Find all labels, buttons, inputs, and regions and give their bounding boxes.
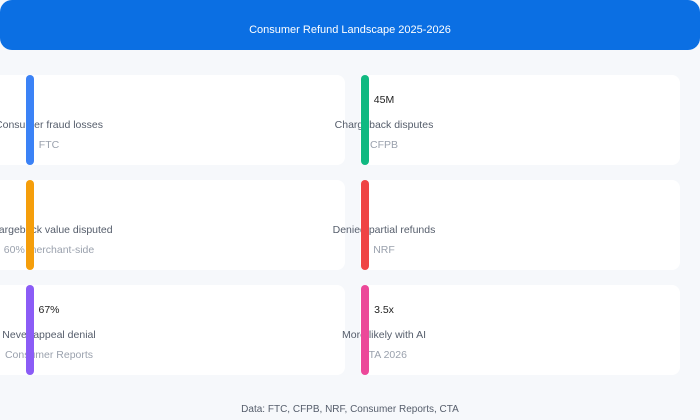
card-accent	[361, 180, 369, 270]
card-source: CTA 2026	[361, 349, 407, 361]
card-label: More likely with AI	[341, 329, 427, 341]
card-value: 3.5x	[374, 304, 394, 316]
card	[360, 180, 680, 270]
card-source: Consumer Reports	[4, 349, 94, 361]
card-accent	[26, 285, 34, 375]
card-label: Denied partial refunds	[332, 224, 436, 236]
card	[360, 75, 680, 165]
footer: Data: FTC, CFPB, NRF, Consumer Reports, …	[241, 404, 459, 415]
card-value: 67%	[38, 304, 60, 316]
card	[0, 285, 345, 375]
card	[0, 180, 345, 270]
card-accent	[361, 75, 369, 165]
card-source: NRF	[373, 244, 395, 256]
card-source: CFPB	[369, 139, 398, 151]
card	[0, 75, 345, 165]
card-accent	[26, 180, 34, 270]
card-label: Never appeal denial	[2, 329, 96, 341]
card-value: 45M	[373, 94, 395, 106]
header: Consumer Refund Landscape 2025-2026	[0, 0, 700, 50]
card-label: Chargeback disputes	[334, 119, 434, 131]
card-accent	[361, 285, 369, 375]
card-accent	[26, 75, 34, 165]
card-label: Chargeback value disputed	[0, 224, 113, 236]
header-title: Consumer Refund Landscape 2025-2026	[249, 24, 451, 36]
card	[360, 285, 680, 375]
card-label: Consumer fraud losses	[0, 119, 103, 131]
card-source: FTC	[38, 139, 60, 151]
card-source: 60% merchant-side	[3, 244, 95, 256]
